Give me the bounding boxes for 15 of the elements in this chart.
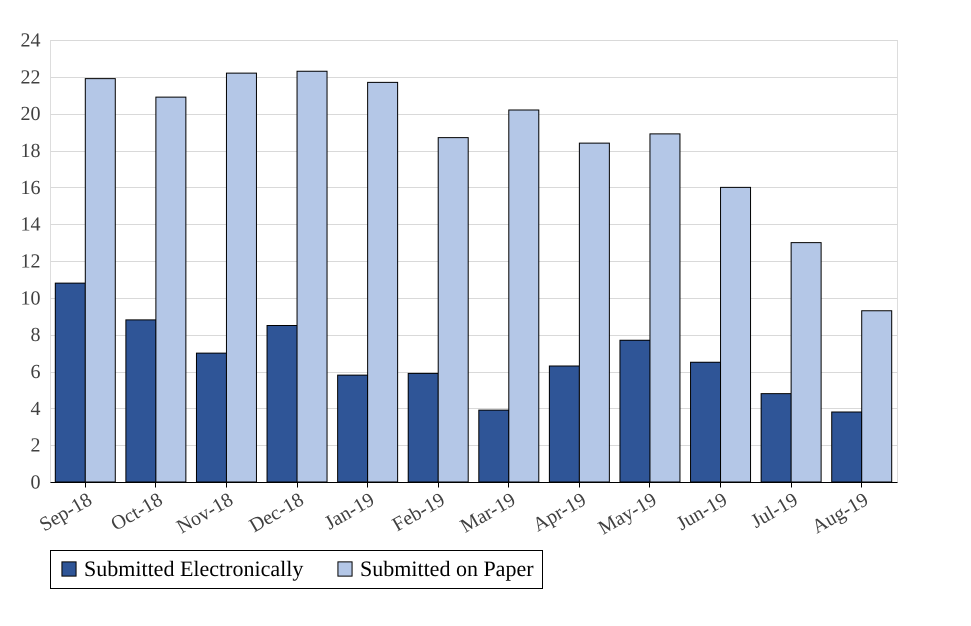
- y-tick-label: 0: [30, 472, 40, 494]
- legend-label: Submitted on Paper: [360, 556, 534, 581]
- y-tick-label: 12: [20, 250, 40, 272]
- y-tick-label: 10: [20, 287, 40, 310]
- y-tick-label: 8: [30, 324, 40, 346]
- y-tick-label: 18: [20, 140, 40, 162]
- y-tick-label: 22: [20, 66, 40, 88]
- legend-label: Submitted Electronically: [84, 556, 304, 581]
- y-tick-label: 24: [20, 30, 40, 52]
- y-tick-label: 4: [30, 398, 40, 420]
- y-tick-label: 16: [20, 176, 40, 199]
- y-tick-label: 14: [20, 214, 40, 236]
- y-tick-label: 6: [30, 361, 40, 383]
- y-tick-label: 2: [30, 434, 40, 457]
- y-tick-label: 20: [20, 103, 40, 126]
